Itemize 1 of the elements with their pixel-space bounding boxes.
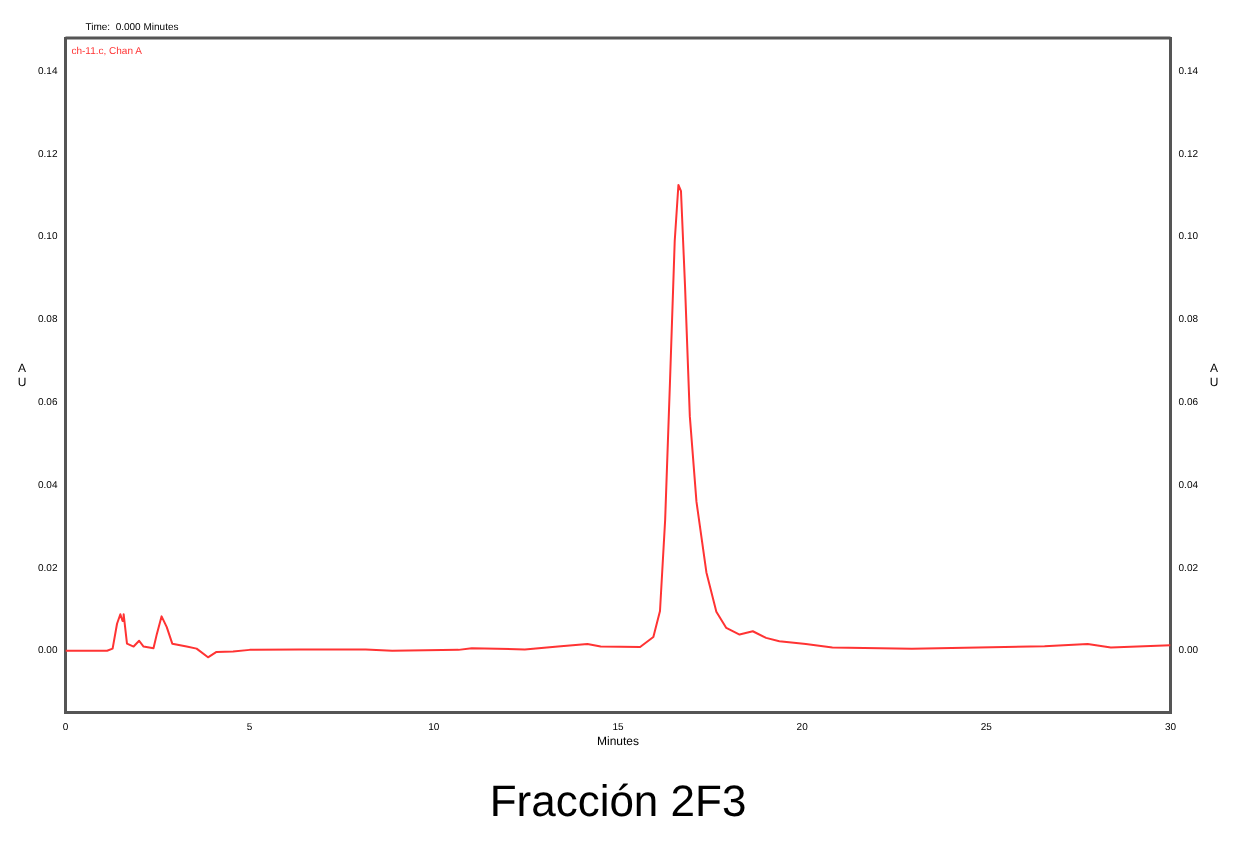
text: Fracción 2F3 [489,775,747,826]
